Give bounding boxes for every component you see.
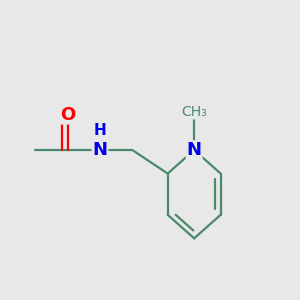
Text: N: N bbox=[187, 141, 202, 159]
Text: CH₃: CH₃ bbox=[181, 105, 207, 119]
Text: H: H bbox=[94, 123, 106, 138]
Text: O: O bbox=[60, 106, 75, 124]
Text: N: N bbox=[92, 141, 107, 159]
